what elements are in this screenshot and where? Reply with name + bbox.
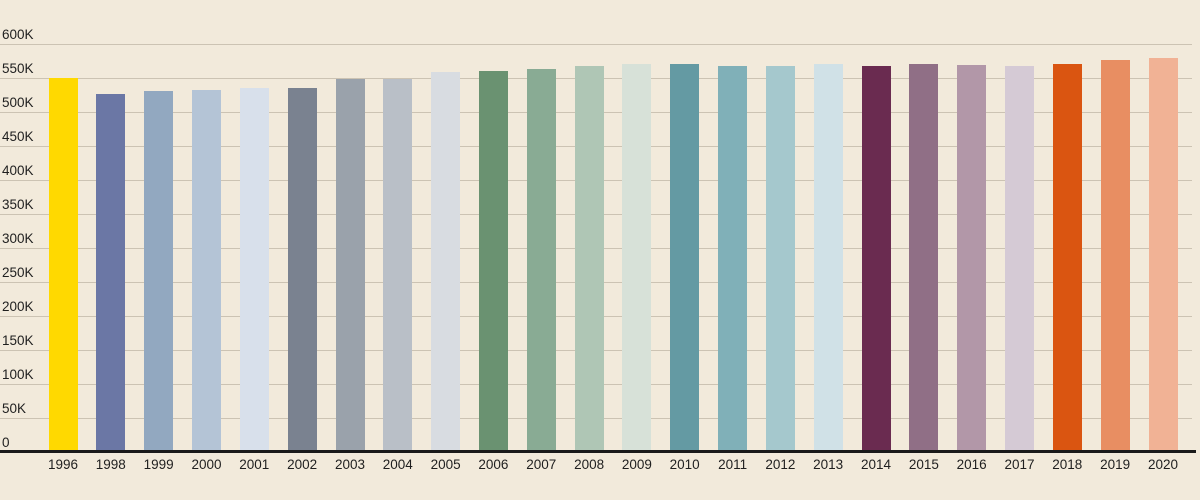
- x-tick-label: 2017: [1004, 457, 1035, 472]
- bar-2018: [1052, 63, 1082, 452]
- y-tick-label: 350K: [2, 197, 34, 212]
- x-tick-label: 2007: [526, 457, 557, 472]
- bar-2004: [383, 78, 413, 452]
- bar-2005: [431, 71, 461, 452]
- x-tick-label: 2001: [239, 457, 270, 472]
- x-axis-line: [0, 450, 1196, 453]
- bar-2017: [1005, 65, 1034, 452]
- x-tick-label: 2010: [669, 457, 700, 472]
- bar-2001: [239, 88, 269, 452]
- x-tick-label: 2011: [718, 457, 748, 472]
- bar-2014: [861, 65, 891, 452]
- bar-2020: [1148, 58, 1178, 452]
- y-tick-label: 500K: [2, 95, 34, 110]
- y-tick-label: 200K: [2, 299, 34, 314]
- x-tick-label: 2008: [574, 457, 605, 472]
- bar-2006: [478, 70, 508, 452]
- bar-2009: [622, 63, 652, 452]
- x-tick-label: 2003: [334, 457, 366, 472]
- y-tick-label: 100K: [2, 367, 34, 382]
- x-tick-label: 2013: [813, 457, 844, 472]
- bar-2012: [765, 65, 795, 452]
- x-tick-label: 2020: [1147, 457, 1179, 472]
- x-tick-label: 2016: [956, 457, 987, 472]
- x-tick-label: 2005: [430, 457, 461, 472]
- bar-1999: [144, 90, 174, 452]
- y-tick-label: 400K: [2, 163, 34, 178]
- y-tick-label: 300K: [2, 231, 34, 246]
- bar-2015: [909, 64, 939, 452]
- gridline: [0, 44, 1192, 45]
- bar-2011: [718, 65, 748, 452]
- y-tick-label: 250K: [2, 265, 34, 280]
- bar-2008: [574, 65, 604, 452]
- bar-2000: [192, 89, 221, 452]
- bar-2007: [526, 69, 556, 452]
- x-tick-label: 2019: [1100, 457, 1131, 472]
- x-tick-label: 2018: [1052, 457, 1083, 472]
- x-tick-label: 2000: [191, 457, 222, 472]
- x-tick-label: 2012: [765, 457, 796, 472]
- x-tick-label: 2004: [382, 457, 413, 472]
- y-tick-label: 600K: [2, 27, 34, 42]
- x-tick-label: 2014: [860, 457, 892, 472]
- y-tick-label: 550K: [2, 61, 34, 76]
- x-tick-label: 1999: [143, 457, 174, 472]
- bar-2010: [670, 64, 700, 452]
- x-tick-label: 2009: [621, 457, 652, 472]
- x-tick-label: 1998: [95, 457, 126, 472]
- bar-2003: [335, 79, 365, 452]
- bar-2019: [1100, 60, 1130, 452]
- y-tick-label: 0: [2, 435, 10, 450]
- bar-2016: [957, 65, 987, 452]
- x-tick-label: 1996: [47, 457, 79, 472]
- y-tick-label: 150K: [2, 333, 34, 348]
- bar-1996: [48, 78, 78, 452]
- x-tick-label: 2015: [908, 457, 939, 472]
- bar-1998: [96, 93, 126, 452]
- bar-2013: [813, 64, 843, 452]
- x-tick-label: 2002: [287, 457, 318, 472]
- x-tick-label: 2006: [478, 457, 509, 472]
- y-tick-label: 50K: [2, 401, 27, 416]
- y-tick-label: 450K: [2, 129, 34, 144]
- bar-2002: [287, 87, 317, 452]
